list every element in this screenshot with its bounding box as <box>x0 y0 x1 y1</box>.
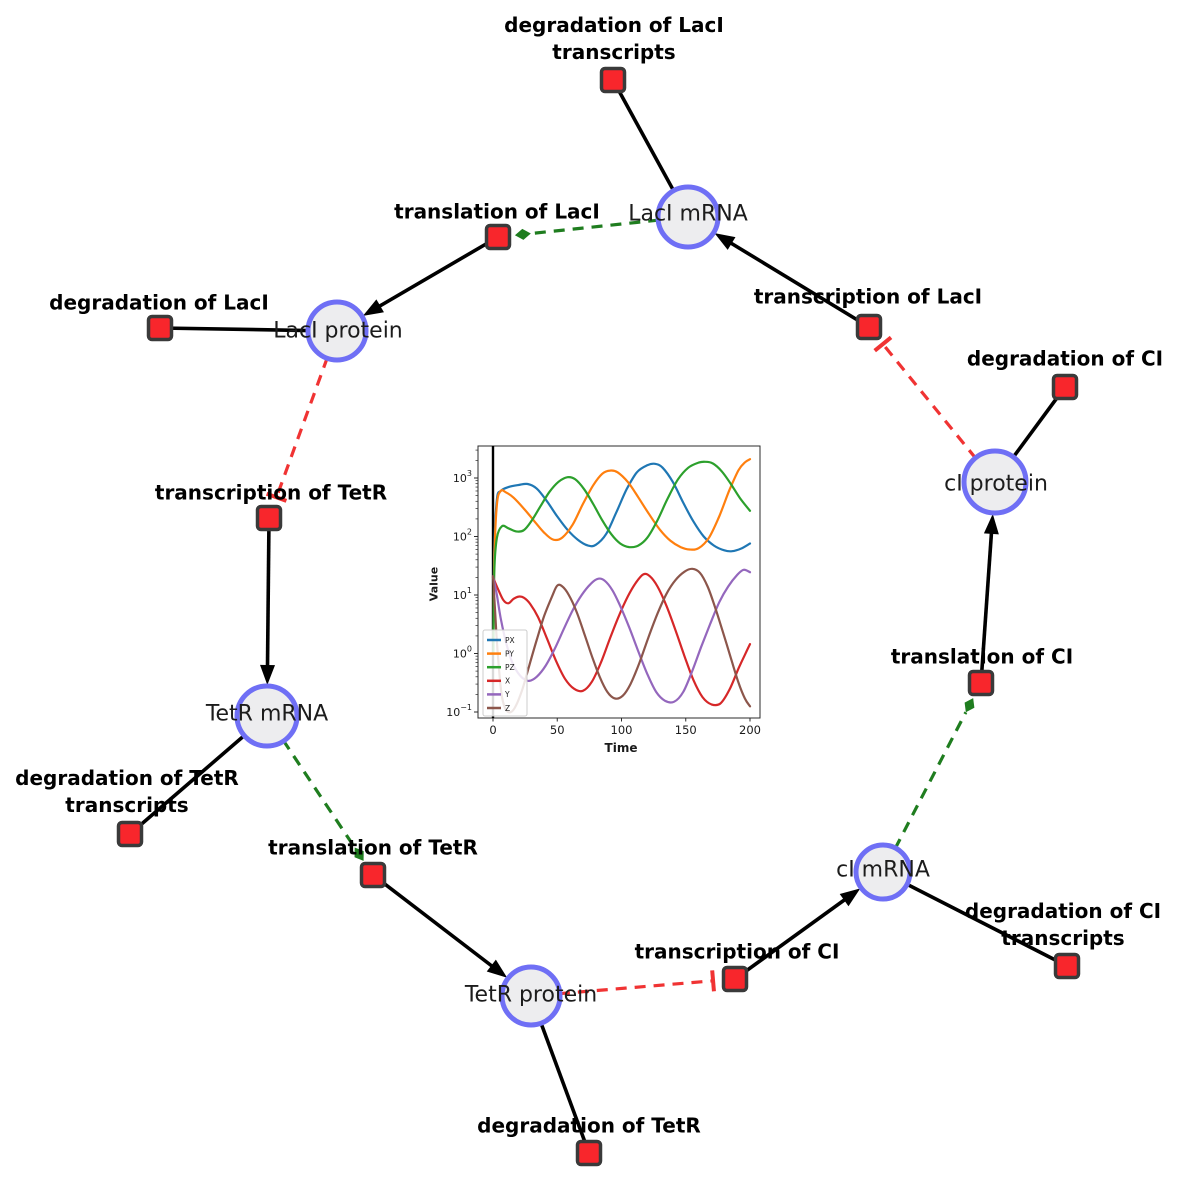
chart-x-tick-label: 0 <box>489 723 496 737</box>
reaction-label-deg_tetr: degradation of TetR <box>477 1113 701 1138</box>
species-node-ci_mrna <box>853 842 913 902</box>
species-node-ci_protein <box>961 448 1029 516</box>
species-node-tetr_mrna <box>234 683 300 749</box>
legend-label-X: X <box>505 677 510 686</box>
reaction-node-deg_ci_tx <box>1053 952 1081 980</box>
reaction-node-deg_tetr_tx <box>116 820 144 848</box>
reaction-label-transc_tetr: transcription of TetR <box>154 480 388 505</box>
reaction-label-deg_tetr_tx: degradation of TetR transcripts <box>15 766 239 817</box>
chart-series-PY <box>492 458 752 645</box>
legend-label-PY: PY <box>505 649 514 658</box>
edge-production-transl_ci-ci_protein <box>979 527 994 684</box>
reaction-label-deg_ci_tx: degradation of CI transcripts <box>964 899 1162 950</box>
chart-series-PZ <box>492 460 752 655</box>
edge-consumption-tetr_mrna-deg_tetr_tx <box>128 733 247 836</box>
legend-label-Y: Y <box>504 690 510 699</box>
reaction-node-transc_ci <box>721 965 749 993</box>
reaction-label-deg_laci_tx: degradation of LacI transcripts <box>504 13 724 64</box>
arrowhead-icon <box>260 664 276 686</box>
arrowhead-icon <box>714 233 736 250</box>
reaction-label-deg_ci: degradation of CI <box>966 346 1164 371</box>
arrowhead-icon <box>486 959 508 978</box>
legend-label-PZ: PZ <box>505 663 515 672</box>
edge-consumption-ci_mrna-deg_ci_tx <box>905 882 1068 968</box>
chart-x-tick-label: 150 <box>675 723 697 737</box>
chart-series-X <box>491 572 752 707</box>
inhibition-tee-icon <box>873 335 893 353</box>
chart-legend: PX PY PZ XYZ <box>482 629 528 717</box>
reaction-node-transl_laci <box>484 223 512 251</box>
arrowhead-icon <box>983 513 999 535</box>
chart-y-tick-label: 103 <box>453 469 472 485</box>
edge-production-transc_laci-laci_mrna <box>725 238 870 329</box>
species-label-laci_mrna: LacI mRNA <box>628 201 748 227</box>
edge-production-transl_laci-laci_protein <box>374 235 499 311</box>
legend-label-Z: Z <box>505 704 510 713</box>
reaction-label-transl_laci: translation of LacI <box>394 199 600 224</box>
reaction-label-transc_ci: transcription of CI <box>634 939 840 964</box>
species-label-ci_mrna: cI mRNA <box>836 857 930 883</box>
edge-modifier-ci_mrna-transl_ci <box>893 711 968 850</box>
edge-modifier-laci_mrna-transl_laci <box>530 218 660 236</box>
chart-y-tick-label: 102 <box>453 528 472 544</box>
species-label-laci_protein: LacI protein <box>273 318 403 344</box>
diamond-arrowhead-icon <box>964 698 975 713</box>
edge-inhibition-laci_protein-transc_tetr <box>275 356 329 498</box>
chart-x-tick-label: 100 <box>611 723 633 737</box>
inset-timeseries-chart: 0 50 100 150 200 10−1 100 101 102 103 PX PY PZ X Y Z Ti… <box>425 433 797 765</box>
chart-y-tick-label: 101 <box>453 586 472 602</box>
edge-production-transc_tetr-tetr_mrna <box>265 517 271 672</box>
reaction-node-deg_laci <box>146 314 174 342</box>
edge-production-transl_tetr-tetr_protein <box>371 873 498 971</box>
reaction-label-transl_ci: translation of CI <box>890 644 1074 669</box>
reaction-node-deg_ci <box>1051 373 1079 401</box>
edge-consumption-laci_mrna-deg_laci_tx <box>611 79 676 193</box>
chart-series-PX <box>492 462 752 637</box>
legend-label-PX: PX <box>505 636 515 645</box>
chart-y-tick-label: 100 <box>453 645 472 661</box>
edge-consumption-laci_protein-deg_laci <box>159 326 310 333</box>
inhibition-tee-icon <box>265 491 288 503</box>
species-node-laci_mrna <box>655 184 721 250</box>
species-node-tetr_protein <box>499 964 563 1028</box>
nodes-layer <box>116 66 1081 1167</box>
edge-modifier-tetr_mrna-transl_tetr <box>281 739 357 849</box>
chart-series-layer <box>491 458 752 714</box>
reaction-label-transl_tetr: translation of TetR <box>268 835 478 860</box>
arrowhead-icon <box>362 299 384 316</box>
reaction-node-transl_tetr <box>359 861 387 889</box>
chart-x-axis-label: Time <box>604 741 638 755</box>
edges-layer <box>128 79 1068 1154</box>
reaction-node-transc_tetr <box>255 504 283 532</box>
reaction-node-transc_laci <box>855 313 883 341</box>
chart-x-tick-label: 200 <box>739 723 761 737</box>
inhibition-tee-icon <box>710 970 716 992</box>
reaction-node-deg_laci_tx <box>599 66 627 94</box>
edge-inhibition-tetr_protein-transc_ci <box>558 979 714 996</box>
species-label-ci_protein: cI protein <box>944 471 1048 497</box>
arrowhead-icon <box>839 888 861 907</box>
species-label-tetr_mrna: TetR mRNA <box>205 701 329 727</box>
edge-consumption-tetr_protein-deg_tetr <box>539 1021 591 1154</box>
edge-production-transc_ci-ci_mrna <box>733 895 851 981</box>
diamond-arrowhead-icon <box>354 847 364 861</box>
reaction-node-deg_tetr <box>575 1139 603 1167</box>
reaction-label-deg_laci: degradation of LacI <box>49 290 269 315</box>
edge-inhibition-ci_protein-transc_laci <box>881 343 978 460</box>
chart-y-axis-label: Value <box>427 566 441 602</box>
diamond-arrowhead-icon <box>514 228 531 240</box>
species-node-laci_protein <box>305 299 369 363</box>
reaction-node-transl_ci <box>967 669 995 697</box>
species-label-tetr_protein: TetR protein <box>464 982 598 1008</box>
chart-plot: 0 50 100 150 200 10−1 100 101 102 103 PX PY PZ XYZ <box>446 445 761 737</box>
chart-y-tick-label: 10−1 <box>446 703 472 719</box>
chart-x-tick-label: 50 <box>550 723 565 737</box>
reaction-label-transc_laci: transcription of LacI <box>753 284 983 309</box>
